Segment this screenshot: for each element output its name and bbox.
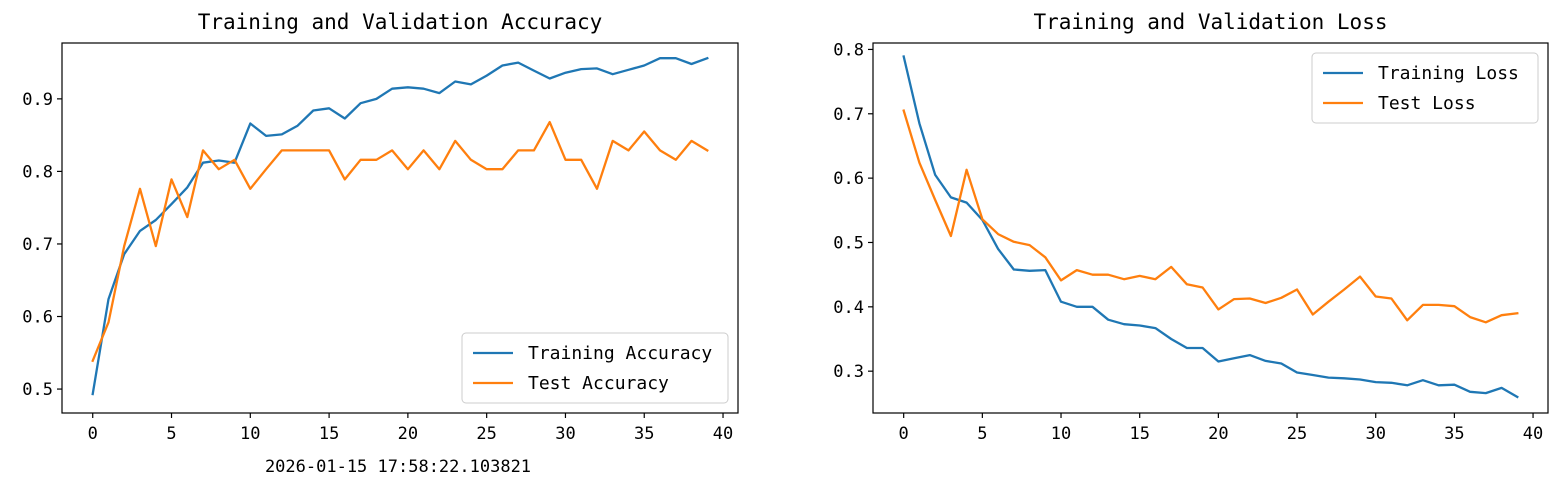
y-tick-label: 0.7 <box>833 105 864 125</box>
x-tick-label: 35 <box>634 424 654 444</box>
legend-entry: Training Accuracy <box>528 343 712 364</box>
series-line-training-loss <box>902 55 1519 399</box>
timestamp-label: 2026-01-15 17:58:22.103821 <box>265 457 531 477</box>
accuracy-chart: Training and Validation Accuracy 0 5 10 15 20… <box>22 10 739 444</box>
x-tick-label: 30 <box>555 424 575 444</box>
x-tick-label: 20 <box>398 424 418 444</box>
axes-frame <box>61 42 739 414</box>
y-tick-label: 0.5 <box>22 380 53 400</box>
legend-box <box>461 332 729 404</box>
x-tick-label: 25 <box>476 424 496 444</box>
chart-title: Training and Validation Accuracy <box>198 10 603 34</box>
x-tick-label: 5 <box>977 424 987 444</box>
y-tick-label: 0.5 <box>833 233 864 253</box>
y-tick-label: 0.6 <box>833 169 864 189</box>
axes-frame <box>872 42 1549 414</box>
x-tick-label: 10 <box>240 424 260 444</box>
y-tick-label: 0.7 <box>22 235 53 255</box>
x-tick-label: 15 <box>319 424 339 444</box>
y-tick-label: 0.9 <box>22 90 53 110</box>
series-line-test-accuracy <box>91 120 709 363</box>
x-tick-label: 5 <box>166 424 176 444</box>
x-tick-label: 35 <box>1444 424 1464 444</box>
x-tick-label: 20 <box>1208 424 1228 444</box>
x-tick-label: 15 <box>1129 424 1149 444</box>
x-tick-label: 40 <box>713 424 733 444</box>
x-tick-label: 0 <box>899 424 909 444</box>
legend-entry: Test Loss <box>1378 93 1476 114</box>
x-tick-label: 30 <box>1365 424 1385 444</box>
x-tick-label: 25 <box>1287 424 1307 444</box>
chart-title: Training and Validation Loss <box>1033 10 1387 34</box>
x-tick-label: 40 <box>1523 424 1543 444</box>
x-tick-label: 0 <box>88 424 98 444</box>
legend-box <box>1311 52 1539 124</box>
legend-entry: Training Loss <box>1378 63 1519 84</box>
legend-entry: Test Accuracy <box>528 373 669 394</box>
series-line-test-loss <box>902 109 1519 324</box>
y-tick-label: 0.6 <box>22 308 53 328</box>
x-tick-label: 10 <box>1051 424 1071 444</box>
series-line-training-accuracy <box>91 56 709 396</box>
y-tick-label: 0.8 <box>833 40 864 60</box>
legend: Training Loss Test Loss <box>1311 52 1539 124</box>
y-tick-label: 0.4 <box>833 298 864 318</box>
y-tick-label: 0.8 <box>22 162 53 182</box>
legend: Training Accuracy Test Accuracy <box>461 332 729 404</box>
loss-chart: Training and Validation Loss 0 5 10 15 20 25 30… <box>833 10 1549 444</box>
y-tick-label: 0.3 <box>833 362 864 382</box>
